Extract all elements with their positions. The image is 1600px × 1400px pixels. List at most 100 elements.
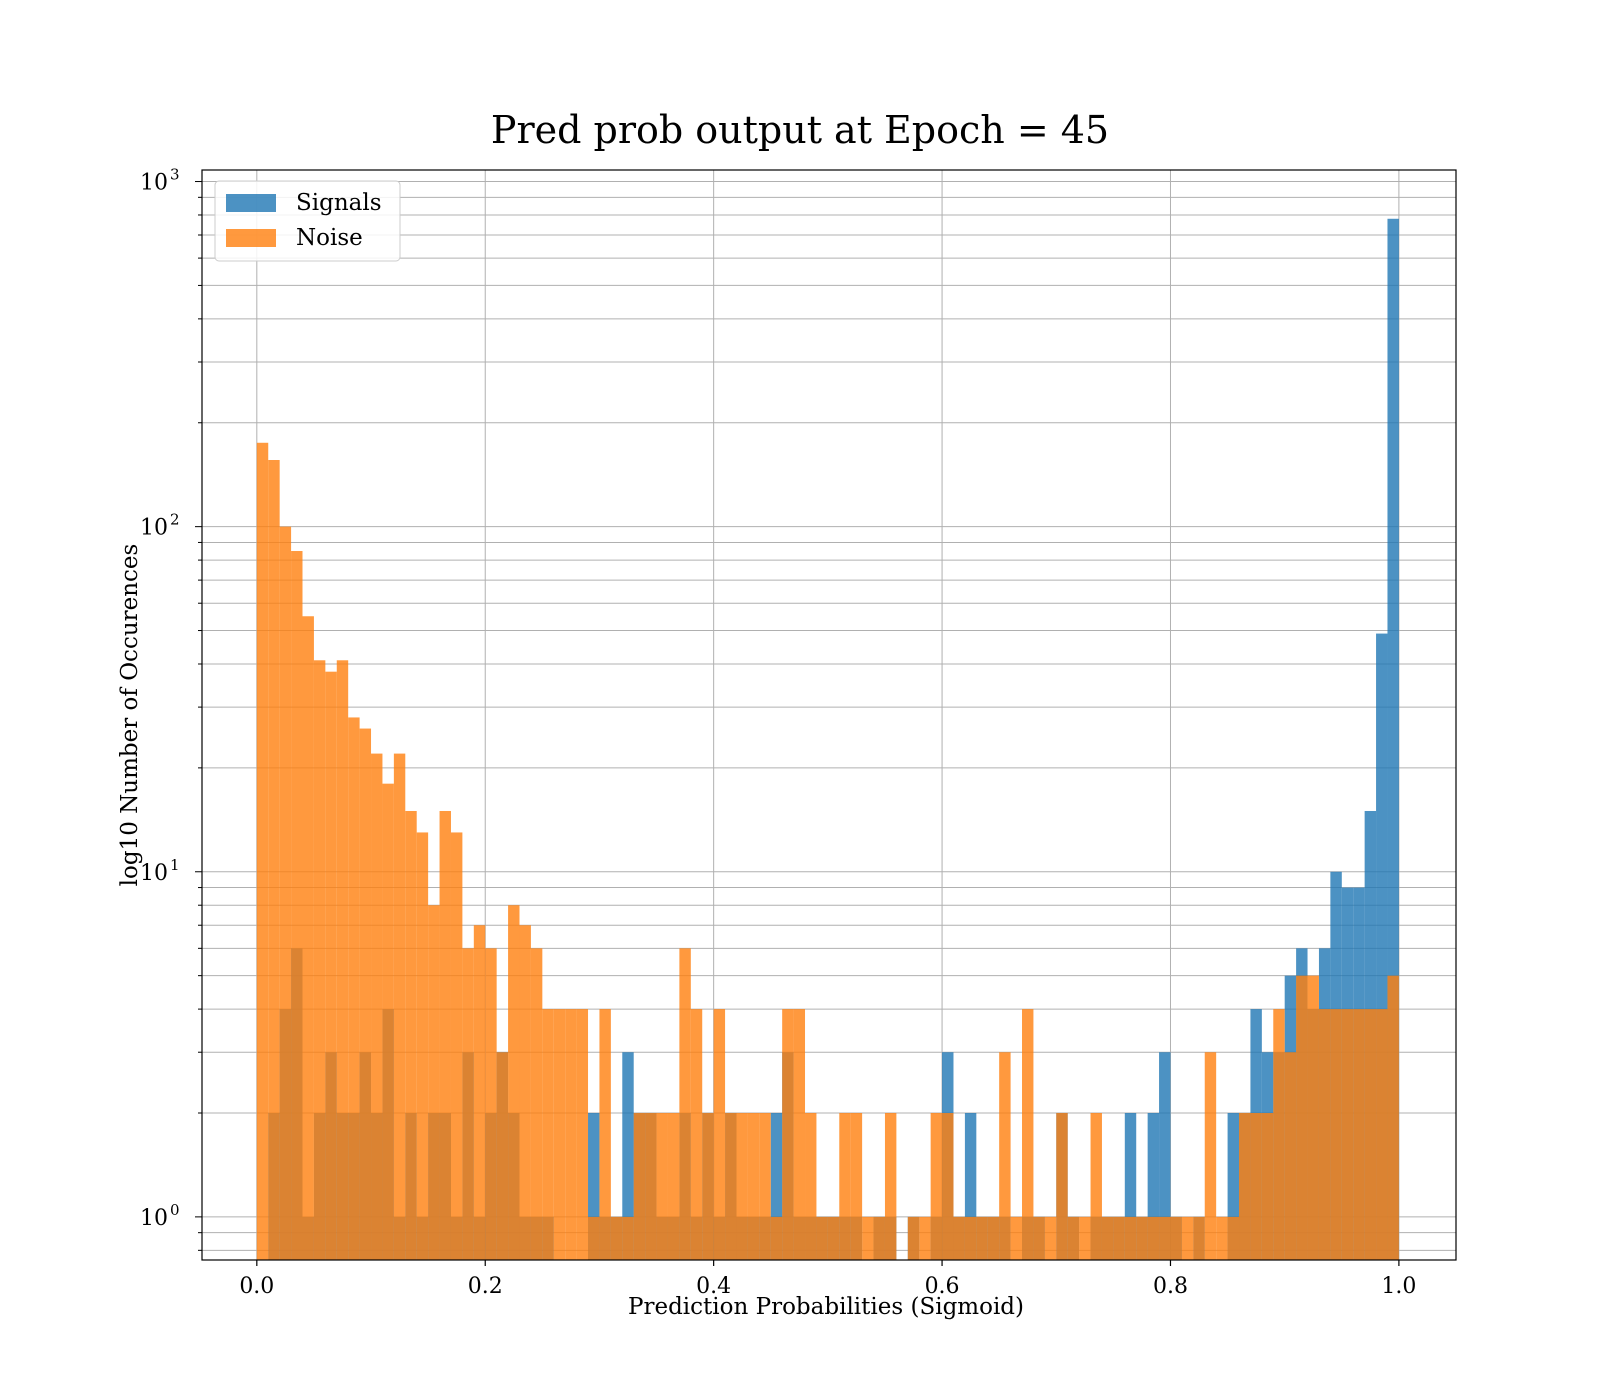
x-axis-label: Prediction Probabilities (Sigmoid) bbox=[628, 1294, 1024, 1320]
bar-noise bbox=[1376, 1009, 1388, 1260]
bar-signals bbox=[588, 1112, 600, 1260]
y-axis-label: log10 Number of Occurences bbox=[117, 544, 143, 887]
bar-noise bbox=[1056, 1112, 1068, 1260]
bar-noise bbox=[405, 810, 417, 1260]
bar-noise bbox=[325, 671, 337, 1260]
bar-noise bbox=[736, 1112, 748, 1260]
bar-signals bbox=[622, 1052, 634, 1260]
bar-signals bbox=[1227, 1112, 1240, 1260]
bar-noise bbox=[530, 948, 543, 1260]
bar-signals bbox=[770, 1112, 783, 1260]
bar-noise bbox=[599, 1009, 611, 1260]
bar-noise bbox=[690, 1009, 703, 1260]
bar-noise bbox=[1250, 1112, 1262, 1260]
x-tick-label: 0.2 bbox=[468, 1274, 503, 1299]
bar-noise bbox=[565, 1009, 577, 1260]
bar-noise bbox=[816, 1216, 828, 1260]
bar-noise bbox=[759, 1112, 771, 1260]
bar-noise bbox=[873, 1216, 885, 1260]
x-tick-label: 0.6 bbox=[925, 1274, 960, 1299]
bar-noise bbox=[1101, 1216, 1114, 1260]
x-tick-label: 0.4 bbox=[696, 1274, 731, 1299]
bar-noise bbox=[1010, 1216, 1023, 1260]
bar-noise bbox=[359, 728, 372, 1260]
bar-noise bbox=[542, 1009, 554, 1260]
bar-noise bbox=[793, 1009, 806, 1260]
legend-label-signals: Signals bbox=[296, 190, 382, 216]
bar-noise bbox=[485, 948, 497, 1260]
bar-noise bbox=[313, 660, 326, 1260]
bar-noise bbox=[839, 1112, 851, 1260]
bar-noise bbox=[1079, 1216, 1091, 1260]
bar-noise bbox=[302, 616, 314, 1260]
bar-noise bbox=[1090, 1112, 1102, 1260]
bar-noise bbox=[1022, 1009, 1034, 1260]
bar-noise bbox=[782, 1009, 794, 1260]
x-tick-label: 0.8 bbox=[1153, 1274, 1188, 1299]
bar-noise bbox=[942, 1112, 954, 1260]
bar-noise bbox=[416, 832, 429, 1260]
bar-noise bbox=[1033, 1216, 1045, 1260]
bar-noise bbox=[850, 1112, 863, 1260]
bar-noise bbox=[1284, 1052, 1297, 1260]
y-tick-exponent: 0 bbox=[170, 1201, 180, 1219]
bar-noise bbox=[713, 1009, 726, 1260]
legend-swatch-noise bbox=[226, 229, 276, 247]
bar-noise bbox=[1147, 1216, 1160, 1260]
x-tick-label: 0.0 bbox=[239, 1274, 274, 1299]
bar-noise bbox=[976, 1216, 988, 1260]
bars-layer bbox=[256, 218, 1399, 1260]
bar-noise bbox=[770, 1216, 783, 1260]
bar-noise bbox=[633, 1112, 646, 1260]
bar-noise bbox=[1044, 1216, 1057, 1260]
bar-noise bbox=[679, 948, 691, 1260]
bar-noise bbox=[393, 753, 406, 1260]
bar-noise bbox=[953, 1216, 965, 1260]
bar-noise bbox=[382, 783, 394, 1260]
bar-noise bbox=[508, 905, 520, 1260]
bar-signals bbox=[1147, 1112, 1160, 1260]
bar-noise bbox=[1113, 1216, 1125, 1260]
bar-noise bbox=[576, 1009, 589, 1260]
y-tick-label: 10 bbox=[140, 861, 168, 886]
y-tick-label: 10 bbox=[140, 516, 168, 541]
bar-noise bbox=[1387, 975, 1399, 1260]
plot-frame bbox=[201, 169, 1457, 1261]
bar-noise bbox=[268, 460, 280, 1260]
bar-noise bbox=[862, 1216, 874, 1260]
y-tick-label: 10 bbox=[140, 1206, 168, 1231]
bar-noise bbox=[964, 1216, 977, 1260]
bar-noise bbox=[725, 1112, 737, 1260]
bar-noise bbox=[336, 660, 349, 1260]
bar-noise bbox=[371, 753, 383, 1260]
bar-noise bbox=[884, 1112, 897, 1260]
bar-noise bbox=[610, 1216, 623, 1260]
bar-noise bbox=[1364, 1009, 1377, 1260]
bar-noise bbox=[1353, 1009, 1365, 1260]
bar-noise bbox=[987, 1216, 1000, 1260]
bar-noise bbox=[805, 1112, 817, 1260]
bar-noise bbox=[428, 905, 440, 1260]
bar-signals bbox=[1376, 633, 1388, 1260]
bar-noise bbox=[999, 1052, 1011, 1260]
legend-swatch-signals bbox=[226, 194, 276, 212]
legend-label-noise: Noise bbox=[296, 225, 363, 251]
bar-noise bbox=[702, 1112, 714, 1260]
bar-noise bbox=[462, 948, 474, 1260]
bar-noise bbox=[588, 1216, 600, 1260]
y-tick-label: 10 bbox=[140, 171, 168, 196]
bar-signals bbox=[964, 1112, 977, 1260]
bar-noise bbox=[907, 1216, 920, 1260]
bar-noise bbox=[473, 925, 486, 1260]
bar-noise bbox=[439, 810, 451, 1260]
bar-noise bbox=[1136, 1216, 1148, 1260]
bar-noise bbox=[1296, 975, 1308, 1260]
bar-noise bbox=[553, 1009, 566, 1260]
bar-noise bbox=[827, 1216, 840, 1260]
bar-noise bbox=[1261, 1112, 1274, 1260]
bar-noise bbox=[656, 1112, 668, 1260]
bar-noise bbox=[450, 832, 463, 1260]
bar-signals bbox=[1124, 1112, 1137, 1260]
